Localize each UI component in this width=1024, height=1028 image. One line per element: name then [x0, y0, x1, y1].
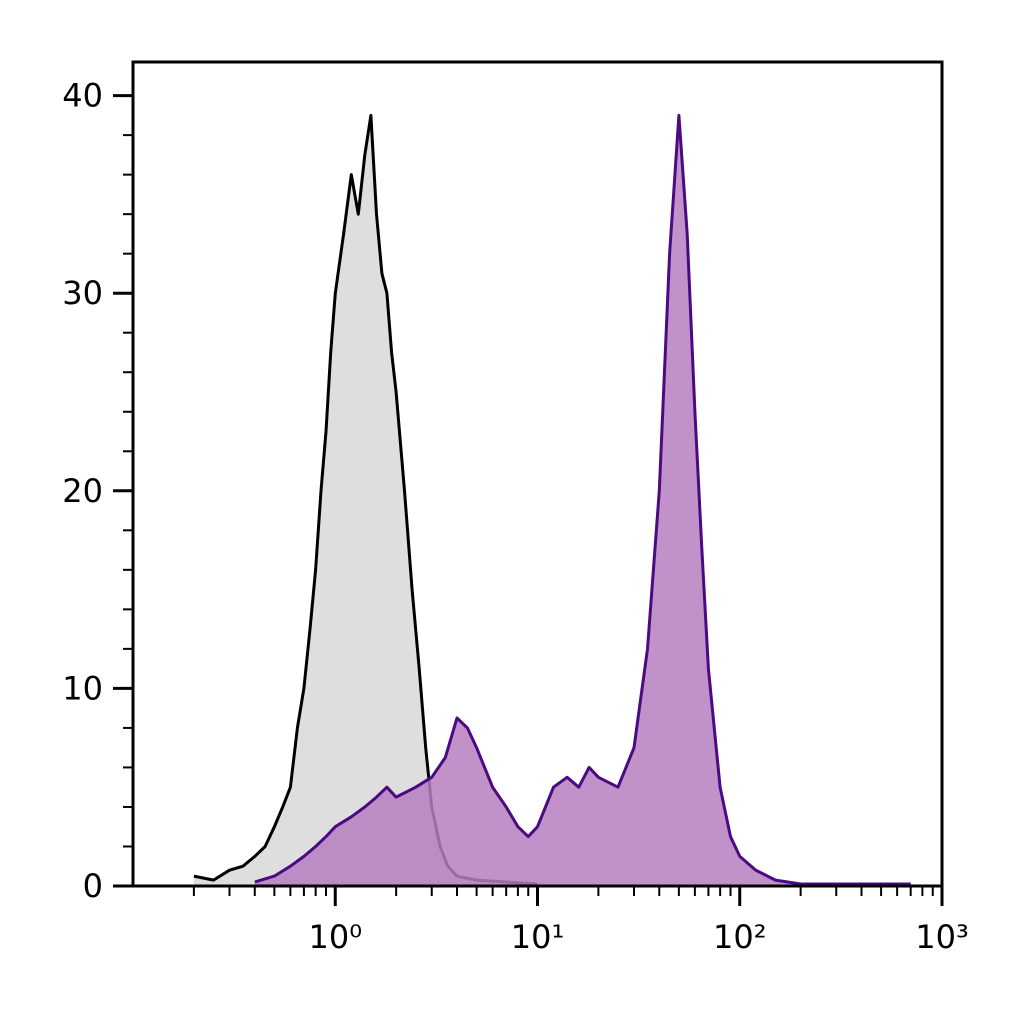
x-tick-label: 10² — [713, 918, 767, 956]
x-tick-label: 10⁰ — [308, 918, 362, 956]
histogram-fill — [193, 115, 538, 886]
y-tick-label: 20 — [62, 472, 103, 510]
histogram-line — [254, 113, 911, 886]
x-tick-label: 10¹ — [511, 918, 565, 956]
y-tick-label: 0 — [83, 867, 103, 905]
x-tick-label: 10³ — [915, 918, 969, 956]
y-tick-label: 40 — [62, 77, 103, 115]
plot-frame — [131, 60, 944, 888]
y-tick-label: 10 — [62, 669, 103, 707]
y-tick-label: 30 — [62, 274, 103, 312]
